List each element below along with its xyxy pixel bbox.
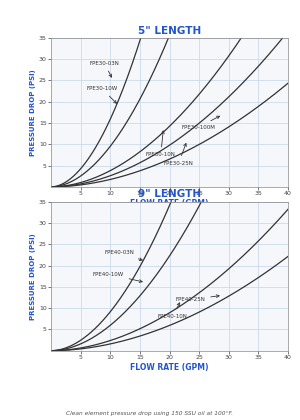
Text: FPE40-10N: FPE40-10N xyxy=(158,303,188,319)
Text: FPE30-100M: FPE30-100M xyxy=(182,116,220,130)
Text: FPE40-03N: FPE40-03N xyxy=(104,250,142,260)
Text: FPE30-10W: FPE30-10W xyxy=(87,87,118,103)
Text: FPE30-25N: FPE30-25N xyxy=(164,144,194,166)
Y-axis label: PRESSURE DROP (PSI): PRESSURE DROP (PSI) xyxy=(30,233,36,320)
Text: FPE40-10W: FPE40-10W xyxy=(92,271,142,283)
X-axis label: FLOW RATE (GPM): FLOW RATE (GPM) xyxy=(130,199,209,208)
Y-axis label: PRESSURE DROP (PSI): PRESSURE DROP (PSI) xyxy=(30,69,36,156)
Text: Clean element pressure drop using 150 SSU oil at 100°F.: Clean element pressure drop using 150 SS… xyxy=(67,411,233,416)
Title: 5" LENGTH: 5" LENGTH xyxy=(138,26,201,36)
Text: FPE30-10N: FPE30-10N xyxy=(146,131,176,158)
X-axis label: FLOW RATE (GPM): FLOW RATE (GPM) xyxy=(130,362,209,372)
Text: FPE40-25N: FPE40-25N xyxy=(176,295,219,302)
Title: 9" LENGTH: 9" LENGTH xyxy=(138,189,201,200)
Text: FPE30-03N: FPE30-03N xyxy=(89,61,119,77)
